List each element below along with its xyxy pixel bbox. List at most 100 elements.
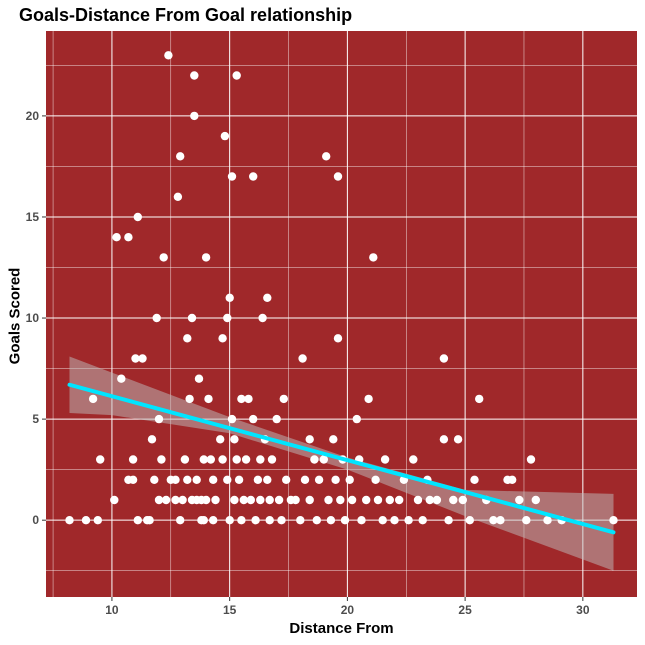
data-point xyxy=(227,414,237,424)
data-point xyxy=(147,435,157,444)
data-point xyxy=(333,334,343,343)
data-point xyxy=(230,435,239,444)
data-point xyxy=(274,495,284,505)
x-tick-label: 30 xyxy=(576,603,590,617)
axis-ticks: 10 15 20 25 30 0 5 10 15 20 xyxy=(26,109,590,617)
data-point xyxy=(112,233,121,242)
data-point xyxy=(218,455,227,464)
data-point xyxy=(413,495,423,505)
data-point xyxy=(298,354,307,363)
data-point xyxy=(291,495,300,505)
data-point xyxy=(96,455,105,464)
trend-line xyxy=(67,382,616,535)
data-point xyxy=(425,495,434,505)
data-point xyxy=(178,495,187,505)
x-tick-label: 15 xyxy=(223,603,237,617)
data-point xyxy=(439,435,449,444)
data-point xyxy=(171,475,180,484)
data-point xyxy=(256,455,265,464)
data-point xyxy=(249,172,258,181)
data-point xyxy=(128,475,138,484)
data-point xyxy=(312,516,321,525)
y-tick-label: 5 xyxy=(32,412,39,426)
data-point xyxy=(249,414,258,424)
data-point xyxy=(65,516,74,525)
data-point xyxy=(277,516,286,525)
data-point xyxy=(183,334,192,343)
data-point xyxy=(150,475,159,484)
data-point xyxy=(305,435,314,444)
data-point xyxy=(300,475,310,484)
data-point xyxy=(227,172,237,181)
data-point xyxy=(256,495,265,505)
data-point xyxy=(258,313,267,323)
data-point xyxy=(347,495,357,505)
data-point xyxy=(373,495,383,505)
data-point xyxy=(508,475,517,484)
data-point xyxy=(234,475,244,484)
data-point xyxy=(152,313,161,323)
data-point xyxy=(171,495,180,505)
data-point xyxy=(190,71,199,80)
data-point xyxy=(326,516,336,525)
data-point xyxy=(357,516,366,525)
data-point xyxy=(322,152,331,161)
data-point xyxy=(199,455,208,464)
x-axis-label: Distance From xyxy=(289,620,394,637)
data-point xyxy=(329,435,338,444)
data-point xyxy=(81,516,91,525)
data-point xyxy=(404,516,413,525)
data-point xyxy=(531,495,540,505)
data-point xyxy=(223,475,232,484)
data-point xyxy=(201,495,211,505)
data-point xyxy=(371,475,380,484)
data-point xyxy=(296,516,305,525)
data-point xyxy=(310,455,319,464)
data-point xyxy=(211,495,220,505)
data-point xyxy=(128,455,138,464)
data-point xyxy=(378,516,387,525)
data-point xyxy=(543,516,552,525)
data-point xyxy=(201,253,211,262)
data-point xyxy=(225,293,234,302)
chart-title: Goals-Distance From Goal relationship xyxy=(19,5,353,25)
data-point xyxy=(241,455,251,464)
data-point xyxy=(418,516,427,525)
x-tick-label: 10 xyxy=(105,603,119,617)
data-point xyxy=(209,516,218,525)
data-point xyxy=(362,495,371,505)
data-point xyxy=(230,495,239,505)
data-point xyxy=(173,192,183,201)
data-point xyxy=(390,516,399,525)
data-point xyxy=(380,455,390,464)
data-point xyxy=(192,475,201,484)
data-point xyxy=(515,495,524,505)
x-tick-label: 25 xyxy=(458,603,472,617)
data-point xyxy=(364,394,373,404)
data-point xyxy=(279,394,288,404)
data-point xyxy=(145,516,154,525)
data-point xyxy=(110,495,119,505)
data-point xyxy=(180,455,190,464)
data-point xyxy=(475,394,484,404)
data-point xyxy=(324,495,333,505)
data-point xyxy=(263,293,272,302)
data-point xyxy=(305,495,314,505)
data-point xyxy=(187,313,197,323)
data-point xyxy=(237,394,246,404)
data-point xyxy=(93,516,103,525)
data-point xyxy=(176,152,185,161)
y-tick-label: 10 xyxy=(26,311,40,325)
data-point xyxy=(232,71,241,80)
data-point xyxy=(432,495,442,505)
trend-line-path xyxy=(67,382,616,535)
data-point xyxy=(340,516,350,525)
y-tick-label: 20 xyxy=(26,109,40,123)
data-point xyxy=(131,354,140,363)
data-point xyxy=(253,475,263,484)
data-point xyxy=(183,475,192,484)
data-point xyxy=(458,495,467,505)
data-point xyxy=(218,334,227,343)
data-point xyxy=(138,354,147,363)
data-point xyxy=(88,394,98,404)
